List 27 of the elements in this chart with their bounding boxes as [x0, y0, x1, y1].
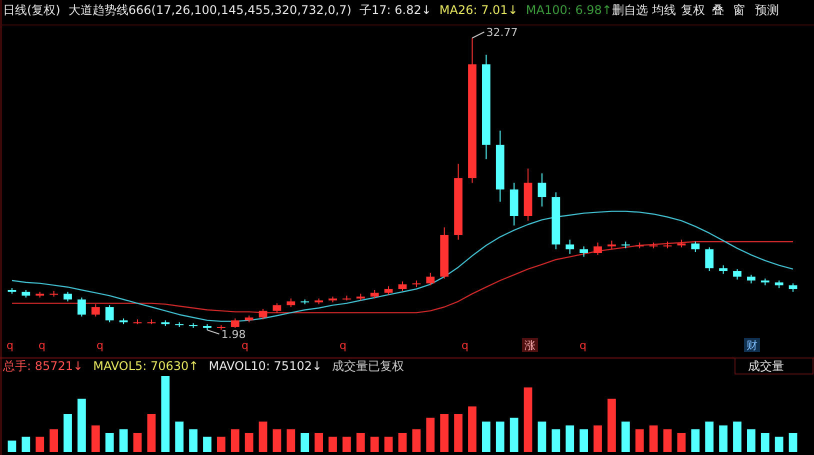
annotation: 32.77 [486, 26, 518, 39]
text: q [580, 339, 586, 352]
text: 预测 [755, 3, 779, 17]
text: q [462, 339, 468, 352]
text: 子17: 6.82↓ [360, 3, 432, 17]
annotation: 1.98 [221, 328, 246, 341]
text: MAVOL10: 75102↓ [208, 359, 322, 373]
text: 均线 [651, 3, 676, 17]
text: q [340, 339, 346, 352]
text: MA100: 6.98↑ [526, 3, 612, 17]
text: 叠 [712, 3, 724, 17]
text: MAVOL5: 70630↑ [93, 359, 199, 373]
text: MA26: 7.01↓ [439, 3, 518, 17]
text: 删自选 [612, 3, 648, 17]
text: q [242, 339, 248, 352]
text: 大道趋势线666(17,26,100,145,455,320,732,0,7) [68, 3, 352, 17]
text: 财 [746, 339, 758, 352]
text: q [6, 339, 14, 352]
text: 成交量已复权 [332, 359, 404, 373]
text: 成交量 [748, 359, 784, 373]
text: q [38, 339, 46, 352]
chart-title: 日线(复权) [3, 3, 60, 17]
text: 涨 [524, 339, 536, 352]
text: 总手: 85721↓ [2, 359, 84, 373]
text: 窗 [733, 3, 745, 17]
text: 复权 [681, 3, 705, 17]
text: q [96, 339, 104, 352]
